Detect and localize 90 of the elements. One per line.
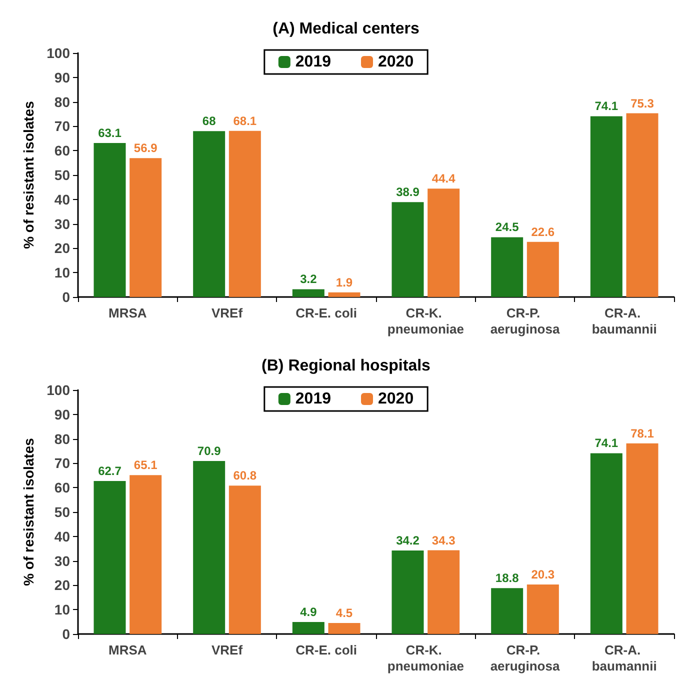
y-tick-label: 20 <box>54 240 70 256</box>
data-label: 63.1 <box>98 126 122 140</box>
bar <box>392 550 424 634</box>
data-label: 1.9 <box>336 275 353 290</box>
y-tick-label: 100 <box>46 45 70 61</box>
bar <box>526 584 559 634</box>
bar <box>193 131 226 297</box>
data-label: 24.5 <box>495 220 520 234</box>
x-tick-label: CR-K. pneumoniae <box>387 642 464 674</box>
bar <box>590 116 622 297</box>
x-tick-label: CR-A. baumannii <box>592 642 657 674</box>
x-tick-label: CR-E. coli <box>296 306 358 320</box>
y-tick-label: 0 <box>62 626 70 642</box>
bar <box>94 143 126 297</box>
x-tick-label: CR-E. coli <box>296 642 358 658</box>
y-tick-label: 50 <box>54 167 70 183</box>
bar <box>94 481 126 634</box>
y-tick-label: 90 <box>54 406 70 422</box>
y-tick-label: 20 <box>54 577 70 594</box>
bar <box>193 461 226 634</box>
y-tick-label: 30 <box>54 552 70 569</box>
data-label: 4.5 <box>336 606 353 620</box>
y-tick-label: 40 <box>54 528 70 544</box>
data-label: 70.9 <box>197 444 222 458</box>
data-label: 20.3 <box>531 567 555 582</box>
legend-label: 2019 <box>295 54 332 70</box>
bar <box>590 453 622 634</box>
x-tick-label: MRSA <box>108 306 148 320</box>
y-tick-label: 10 <box>54 602 70 618</box>
bar <box>626 113 658 297</box>
data-label: 4.9 <box>300 605 318 620</box>
bar <box>228 130 261 297</box>
bar <box>428 188 460 297</box>
legend-label: 2020 <box>378 390 414 408</box>
data-label: 74.1 <box>594 436 618 450</box>
x-tick-label: CR-A. baumannii <box>592 306 657 336</box>
y-tick-label: 100 <box>46 382 70 398</box>
y-tick-label: 40 <box>54 191 70 208</box>
y-axis-title: % of resistant isolates <box>20 438 37 586</box>
x-tick-label: CR-P. aeruginosa <box>490 306 560 336</box>
data-label: 75.3 <box>630 96 654 110</box>
data-label: 34.3 <box>432 533 456 548</box>
bar <box>130 475 162 634</box>
bar <box>328 292 360 297</box>
y-tick-label: 60 <box>54 480 70 496</box>
bar <box>626 443 658 634</box>
y-tick-label: 80 <box>54 94 70 110</box>
chart-title: (B) Regional hospitals <box>262 358 431 374</box>
data-label: 68.1 <box>233 114 257 128</box>
y-tick-label: 70 <box>54 118 70 134</box>
x-tick-label: CR-K. pneumoniae <box>387 306 464 336</box>
bar <box>491 588 524 634</box>
legend-label: 2020 <box>378 54 414 70</box>
data-label: 18.8 <box>495 571 520 586</box>
bar <box>292 622 324 634</box>
data-label: 65.1 <box>134 458 158 472</box>
data-label: 22.6 <box>531 224 555 239</box>
data-label: 34.2 <box>396 534 420 548</box>
data-label: 60.8 <box>233 468 257 483</box>
bar <box>428 550 460 634</box>
legend-label: 2019 <box>295 390 332 408</box>
y-tick-label: 90 <box>54 69 70 86</box>
bar <box>491 237 524 297</box>
y-tick-label: 0 <box>62 289 70 305</box>
bar <box>228 486 261 634</box>
x-tick-label: VREf <box>211 306 244 320</box>
chart-title: (A) Medical centers <box>272 20 420 38</box>
y-axis-title: % of resistant isolates <box>20 100 37 249</box>
bar <box>328 623 360 634</box>
x-tick-label: VREf <box>211 642 244 658</box>
data-label: 3.2 <box>300 272 318 286</box>
y-tick-label: 60 <box>54 142 70 159</box>
data-label: 56.9 <box>134 141 158 156</box>
data-label: 44.4 <box>432 172 456 186</box>
bar <box>392 202 424 297</box>
data-label: 62.7 <box>98 464 122 478</box>
data-label: 78.1 <box>630 426 654 440</box>
y-tick-label: 30 <box>54 216 70 232</box>
x-tick-label: MRSA <box>108 642 148 658</box>
bar <box>292 289 324 297</box>
y-tick-label: 70 <box>54 455 70 472</box>
y-tick-label: 50 <box>54 504 70 520</box>
data-label: 38.9 <box>396 185 420 200</box>
y-tick-label: 80 <box>54 430 70 447</box>
y-tick-label: 10 <box>54 264 70 281</box>
bar <box>526 242 559 297</box>
data-label: 68 <box>202 114 216 128</box>
bar <box>130 158 162 297</box>
x-tick-label: CR-P. aeruginosa <box>490 642 560 674</box>
data-label: 74.1 <box>594 99 618 114</box>
